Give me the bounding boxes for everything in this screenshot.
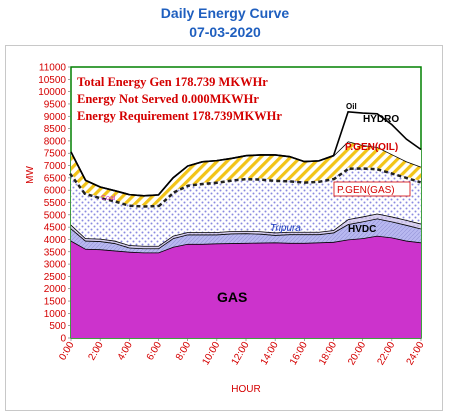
total-energy-gen: Total Energy Gen 178.739 MKWHr [77,75,268,89]
x-axis-label: HOUR [231,384,260,395]
y-tick-label: 11000 [39,63,67,74]
y-tick-label: 8000 [44,136,67,147]
y-tick-label: 9000 [44,112,67,123]
y-tick-label: 2000 [44,284,67,295]
y-tick-label: 4000 [44,235,67,246]
x-tick-label: 16:00 [288,340,310,368]
x-tick-label: 4:00 [116,340,135,363]
energy-requirement: Energy Requirement 178.739MKWHr [77,109,282,123]
x-tick-label: 14:00 [259,340,281,368]
x-tick-label: 2:00 [87,340,106,363]
pgen-gas-label-box: P.GEN(GAS) [333,181,411,197]
chart-date: 07-03-2020 [189,24,261,40]
y-tick-label: 1000 [44,309,67,320]
y-tick-label: 7000 [44,161,67,172]
line-gas [70,234,422,254]
y-tick-label: 7500 [44,149,67,160]
series-label-hvdc: HVDC [348,224,376,235]
x-axis-ticks: 0:00 2:00 4:00 6:00 8:00 10:00 12:00 14:00 16:00… [57,338,427,368]
line-tripura [70,212,422,247]
series-label-gas: GAS [217,289,247,305]
x-tick-label: 22:00 [375,340,397,368]
chart-title: Daily Energy Curve [160,5,290,21]
y-tick-label: 2500 [44,272,67,283]
series-label-tripura: Tripura [270,223,301,234]
y-tick-label: 500 [49,321,66,332]
x-tick-label: 6:00 [145,340,164,363]
x-tick-label: 10:00 [200,340,222,368]
series-areas [68,110,422,338]
y-tick-label: 5000 [44,210,67,221]
y-tick-label: 0 [60,334,66,345]
y-tick-label: 10000 [38,87,66,98]
line-hydro [70,110,422,197]
x-tick-label: 24:00 [405,340,427,368]
series-label-hydro: HYDRO [363,114,399,125]
area-hvdc [71,218,421,253]
series-label-oil-small: Oil [346,102,357,111]
y-tick-label: 8500 [44,124,67,135]
energy-not-served: Energy Not Served 0.000MKWHr [77,92,259,106]
y-axis-label: MW [25,166,36,184]
x-tick-label: 12:00 [230,340,252,368]
x-tick-label: 8:00 [174,340,193,363]
y-tick-label: 3500 [44,247,67,258]
series-label-pgen-oil: P.GEN(OIL) [345,142,398,153]
y-tick-label: 1500 [44,297,67,308]
y-tick-label: 4500 [44,223,67,234]
x-tick-label: 18:00 [317,340,339,368]
area-gas [71,235,421,338]
y-tick-label: 10500 [38,75,66,86]
y-tick-label: 9500 [44,99,67,110]
y-tick-label: 6500 [44,173,67,184]
chart-frame [5,45,443,411]
y-tick-label: 3000 [44,260,67,271]
y-tick-label: 5500 [44,198,67,209]
series-label-coal-small: Coal [101,195,116,202]
area-oil [71,141,421,206]
y-tick-label: 6000 [44,186,67,197]
x-tick-label: 20:00 [346,340,368,368]
area-pgen_gas [71,167,421,246]
series-label-pgen-gas: P.GEN(GAS) [337,185,395,196]
